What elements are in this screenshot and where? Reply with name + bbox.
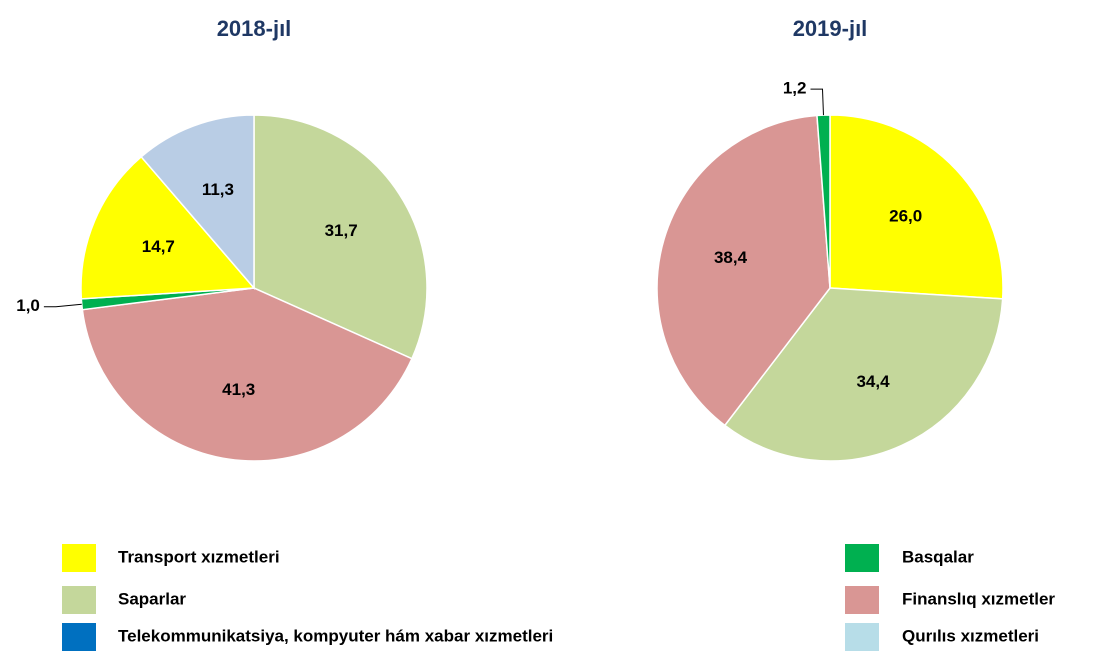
legend-label: Finanslıq xızmetler (902, 589, 1055, 608)
data-label: 14,7 (142, 237, 175, 256)
leader-line (810, 88, 824, 116)
data-label: 11,3 (202, 180, 234, 199)
data-label: 31,7 (325, 221, 358, 240)
legend-label: Qurılıs xızmetleri (902, 626, 1039, 645)
legend-swatch (62, 623, 96, 651)
legend-swatch (62, 586, 96, 614)
legend-label: Transport xızmetleri (118, 547, 280, 566)
chart-title: 2018-jıl (217, 16, 292, 41)
legend-swatch (62, 544, 96, 572)
data-label: 38,4 (714, 248, 748, 267)
chart-title: 2019-jıl (793, 16, 868, 41)
pie-slice (829, 114, 1004, 300)
pie-slice (723, 287, 1004, 462)
pie-slice (81, 287, 413, 462)
legend-swatch (845, 544, 879, 572)
pie-slice (140, 114, 255, 291)
data-label: 41,3 (222, 380, 255, 399)
legend-swatch (845, 586, 879, 614)
legend-label: Basqalar (902, 547, 974, 566)
data-label: 1,2 (783, 79, 807, 98)
data-label: 26,0 (889, 206, 922, 225)
legend-label: Saparlar (118, 589, 186, 608)
data-label: 34,4 (856, 372, 890, 391)
legend-swatch (845, 623, 879, 651)
legend-label: Telekommunikatsiya, kompyuter hám xabar … (118, 626, 553, 645)
pie-slice (253, 114, 428, 360)
data-label: 1,0 (16, 296, 40, 315)
pie-slice (80, 155, 256, 300)
pie-slice (656, 114, 831, 427)
pie-slice (816, 114, 831, 289)
leader-line (43, 303, 82, 308)
